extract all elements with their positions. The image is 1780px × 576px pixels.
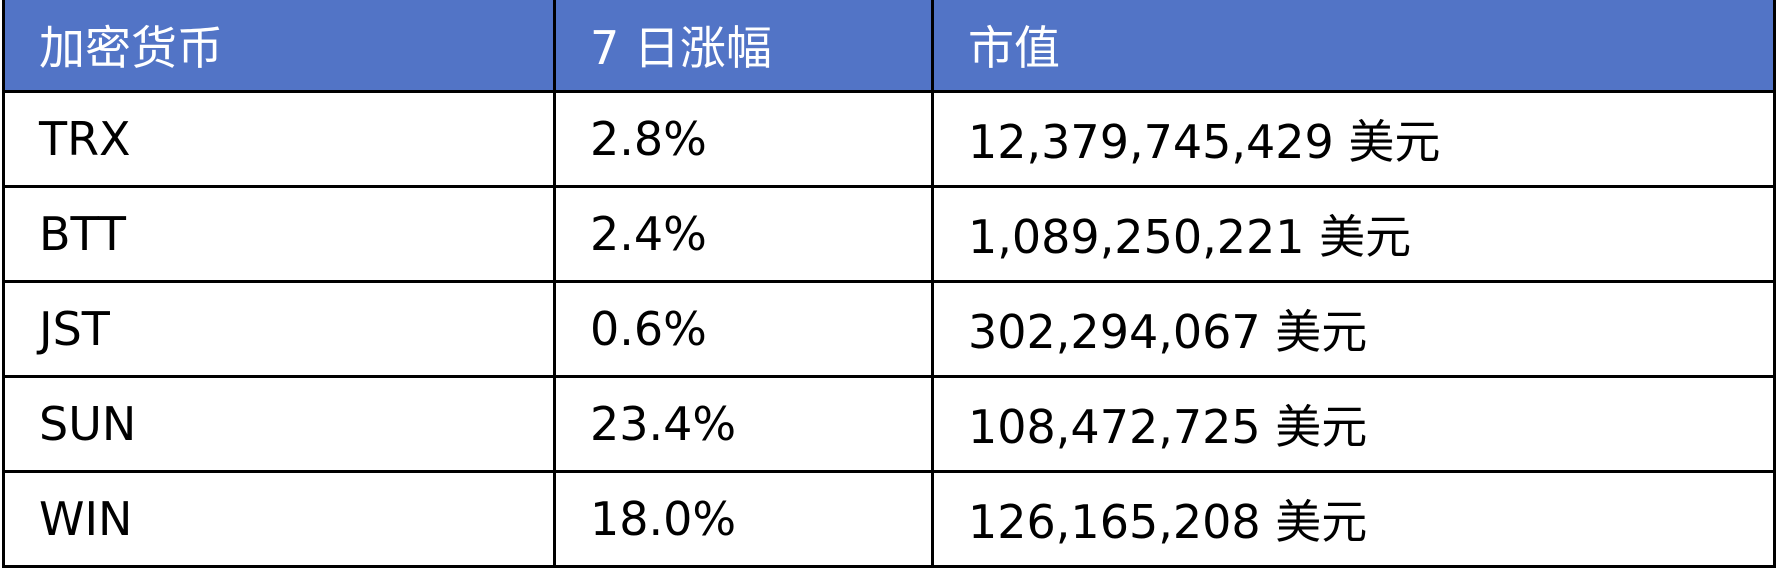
cell-market-cap: 12,379,745,429 美元 [931, 90, 1776, 188]
table-row: JST 0.6% 302,294,067 美元 [2, 280, 1776, 378]
cell-market-cap: 108,472,725 美元 [931, 375, 1776, 473]
header-market-cap: 市值 [931, 0, 1776, 93]
table-row: SUN 23.4% 108,472,725 美元 [2, 375, 1776, 473]
header-row: 加密货币 7 日涨幅 市值 [2, 0, 1776, 93]
cell-7d-change: 2.8% [553, 90, 934, 188]
cell-7d-change: 2.4% [553, 185, 934, 283]
cell-market-cap: 1,089,250,221 美元 [931, 185, 1776, 283]
table-row: BTT 2.4% 1,089,250,221 美元 [2, 185, 1776, 283]
cell-market-cap: 126,165,208 美元 [931, 470, 1776, 568]
header-crypto: 加密货币 [2, 0, 556, 93]
cell-crypto: BTT [2, 185, 556, 283]
cell-7d-change: 18.0% [553, 470, 934, 568]
cell-market-cap: 302,294,067 美元 [931, 280, 1776, 378]
table-row: TRX 2.8% 12,379,745,429 美元 [2, 90, 1776, 188]
cell-crypto: JST [2, 280, 556, 378]
cell-crypto: TRX [2, 90, 556, 188]
cell-crypto: WIN [2, 470, 556, 568]
cell-7d-change: 23.4% [553, 375, 934, 473]
cell-7d-change: 0.6% [553, 280, 934, 378]
table-row: WIN 18.0% 126,165,208 美元 [2, 470, 1776, 568]
header-7d-change: 7 日涨幅 [553, 0, 934, 93]
cell-crypto: SUN [2, 375, 556, 473]
